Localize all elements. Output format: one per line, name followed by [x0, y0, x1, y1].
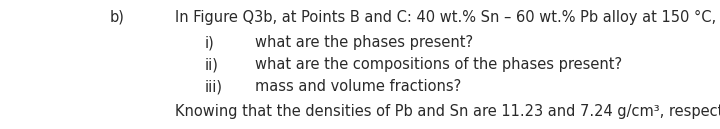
Text: i): i): [205, 35, 215, 50]
Text: ii): ii): [205, 57, 219, 72]
Text: In Figure Q3b, at Points B and C: 40 wt.% Sn – 60 wt.% Pb alloy at 150 °C,: In Figure Q3b, at Points B and C: 40 wt.…: [175, 10, 716, 25]
Text: Knowing that the densities of Pb and Sn are 11.23 and 7.24 g/cm³, respectively: Knowing that the densities of Pb and Sn …: [175, 104, 720, 119]
Text: what are the compositions of the phases present?: what are the compositions of the phases …: [255, 57, 622, 72]
Text: b): b): [110, 10, 125, 25]
Text: what are the phases present?: what are the phases present?: [255, 35, 473, 50]
Text: iii): iii): [205, 79, 223, 94]
Text: mass and volume fractions?: mass and volume fractions?: [255, 79, 462, 94]
